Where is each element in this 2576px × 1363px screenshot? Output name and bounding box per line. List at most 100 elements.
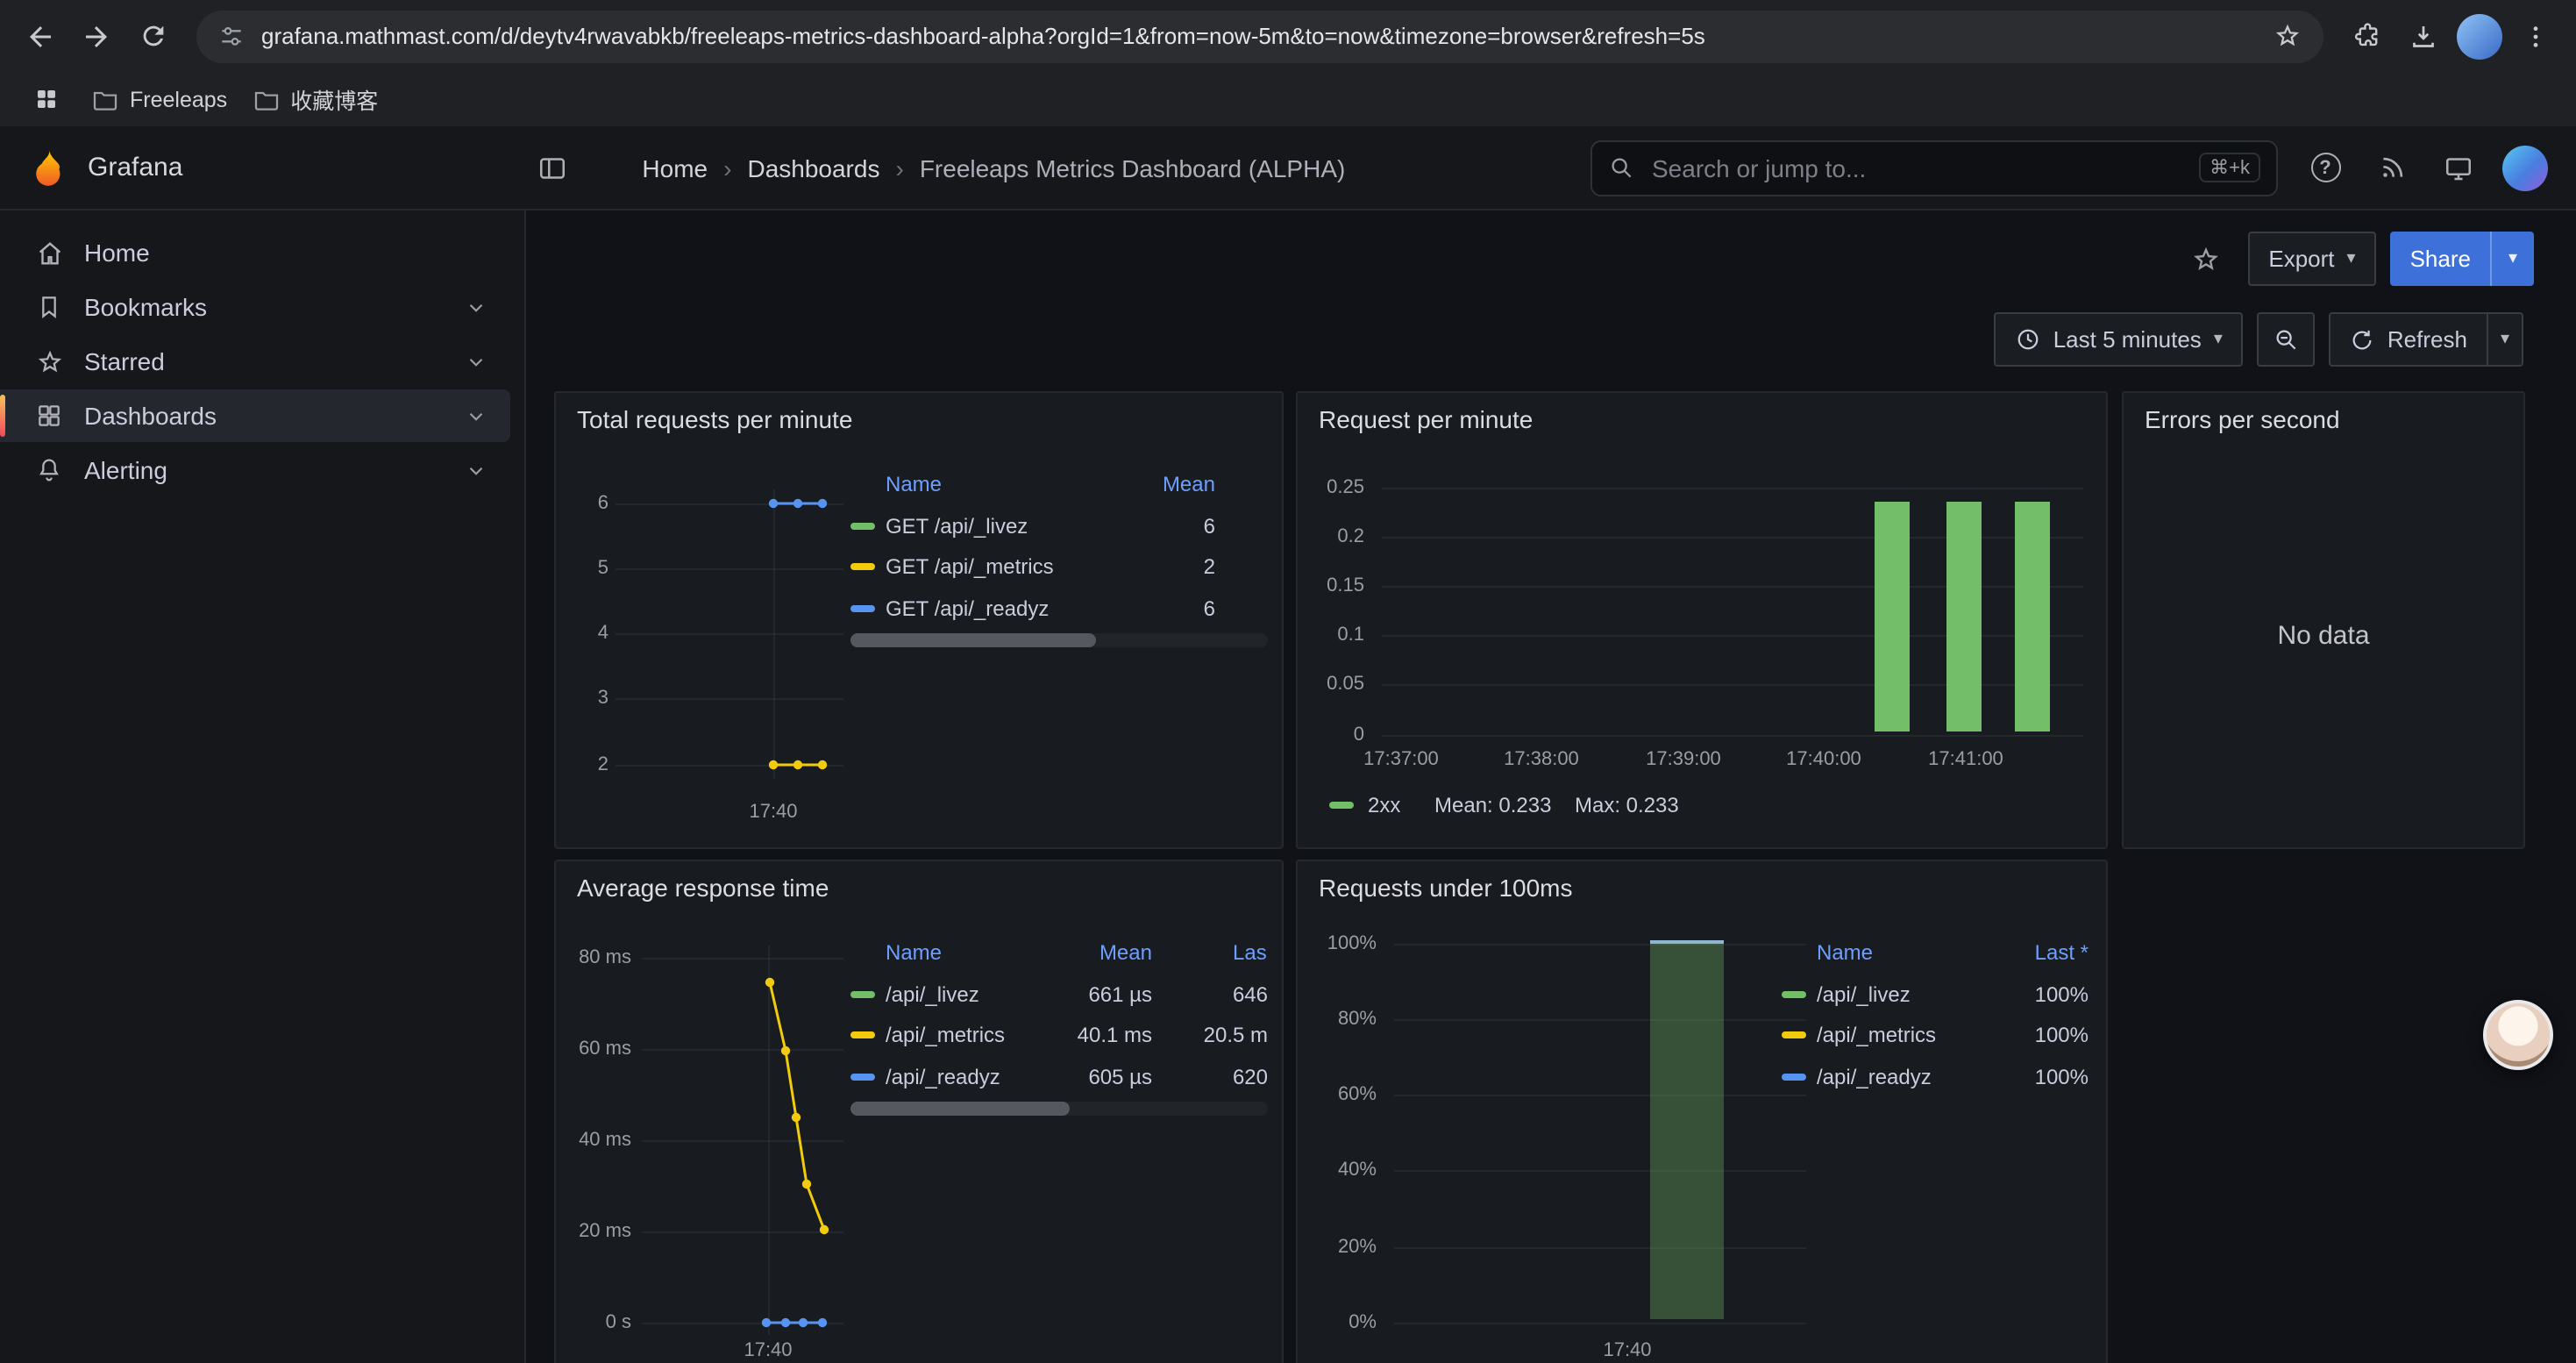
time-range-picker[interactable]: Last 5 minutes ▾	[1993, 312, 2244, 367]
panel-title[interactable]: Average response time	[577, 874, 829, 902]
downloads-button[interactable]	[2397, 10, 2450, 62]
news-button[interactable]	[2366, 141, 2418, 194]
legend-series-name[interactable]: GET /api/_metrics	[886, 554, 1054, 579]
legend-series-name[interactable]: /api/_readyz	[1817, 1065, 1932, 1089]
y-tick: 0.15	[1327, 575, 1364, 596]
chevron-down-icon[interactable]	[465, 350, 487, 373]
sidebar-item-dashboards[interactable]: Dashboards	[0, 389, 510, 442]
panel-title[interactable]: Requests under 100ms	[1319, 874, 1573, 902]
kebab-menu-icon	[2533, 25, 2538, 46]
y-tick: 0 s	[605, 1312, 631, 1333]
legend-series-name[interactable]: /api/_livez	[1817, 982, 1911, 1007]
panel-title[interactable]: Request per minute	[1319, 405, 1534, 433]
url-text: grafana.mathmast.com/d/deytv4rwavabkb/fr…	[261, 23, 1705, 49]
search-bar[interactable]: ⌘+k	[1590, 139, 2278, 196]
bar-2xx	[1875, 501, 1910, 731]
legend-header-last[interactable]: Las	[1233, 940, 1267, 965]
panel-request-per-minute: Request per minute 0.25 0.2 0.15 0.1 0.0…	[1296, 391, 2108, 849]
panel-title[interactable]: Total requests per minute	[577, 405, 853, 433]
refresh-interval-toggle[interactable]: ▾	[2487, 312, 2523, 367]
export-label: Export	[2268, 246, 2335, 272]
legend-header-mean[interactable]: Mean	[1099, 940, 1152, 965]
help-icon: ?	[2310, 153, 2340, 182]
legend-header-last[interactable]: Last *	[2034, 940, 2089, 965]
sidebar-item-alerting[interactable]: Alerting	[0, 444, 510, 496]
legend-mean: Mean: 0.233	[1434, 793, 1552, 817]
legend-series-name[interactable]: GET /api/_readyz	[886, 596, 1050, 621]
back-button[interactable]	[14, 10, 67, 62]
breadcrumb-home[interactable]: Home	[642, 153, 708, 182]
profile-button[interactable]	[2453, 10, 2506, 62]
chevron-down-icon[interactable]	[465, 296, 487, 318]
url-bar[interactable]: grafana.mathmast.com/d/deytv4rwavabkb/fr…	[196, 10, 2323, 62]
browser-menu-button[interactable]	[2509, 10, 2562, 62]
panel-title[interactable]: Errors per second	[2145, 405, 2340, 433]
legend-series-mean: 40.1 ms	[1077, 1023, 1152, 1047]
assistant-avatar[interactable]	[2483, 1000, 2553, 1070]
star-icon	[2193, 246, 2218, 270]
legend-series-name[interactable]: /api/_metrics	[886, 1023, 1006, 1047]
sidebar-item-starred[interactable]: Starred	[0, 335, 510, 388]
profile-avatar	[2457, 13, 2502, 59]
x-tick: 17:38:00	[1504, 749, 1579, 770]
bookmark-folder-blogs[interactable]: 收藏博客	[252, 82, 378, 116]
reload-button[interactable]	[126, 10, 179, 62]
site-settings-icon[interactable]	[217, 22, 246, 50]
legend-series-name[interactable]: 2xx	[1368, 793, 1401, 817]
user-profile-button[interactable]	[2499, 141, 2551, 194]
breadcrumb-dashboards[interactable]: Dashboards	[747, 153, 880, 182]
series-swatch	[850, 1031, 875, 1038]
sidebar-item-home[interactable]: Home	[0, 226, 510, 279]
dashboards-grid-icon	[33, 400, 65, 432]
bookmark-star-icon[interactable]	[2273, 21, 2302, 51]
panel-errors-per-second: Errors per second No data	[2122, 391, 2525, 849]
breadcrumb: Home › Dashboards › Freeleaps Metrics Da…	[642, 153, 1345, 182]
series-swatch	[1329, 802, 1354, 809]
y-tick: 40%	[1337, 1160, 1377, 1181]
legend-series-name[interactable]: /api/_metrics	[1817, 1023, 1937, 1047]
favorite-dashboard-button[interactable]	[2177, 232, 2233, 286]
apps-shortcut-button[interactable]	[25, 78, 67, 120]
legend-series-name[interactable]: GET /api/_livez	[886, 514, 1028, 539]
y-tick: 0.25	[1327, 477, 1364, 498]
chevron-down-icon[interactable]	[465, 459, 487, 482]
export-button[interactable]: Export ▾	[2247, 232, 2377, 286]
scrollbar-thumb[interactable]	[850, 1102, 1070, 1116]
tv-mode-button[interactable]	[2432, 141, 2485, 194]
legend-header-name[interactable]: Name	[886, 940, 943, 965]
legend-header-name[interactable]: Name	[886, 472, 943, 496]
bookmark-folder-freeleaps[interactable]: Freeleaps	[91, 85, 227, 113]
legend-header-mean[interactable]: Mean	[1162, 472, 1215, 496]
legend-header-name[interactable]: Name	[1817, 940, 1874, 965]
legend-series-name[interactable]: /api/_livez	[886, 982, 979, 1007]
zoom-out-button[interactable]	[2257, 312, 2316, 367]
refresh-button[interactable]: Refresh	[2329, 312, 2488, 367]
sidebar-item-bookmarks[interactable]: Bookmarks	[0, 281, 510, 333]
x-tick: 17:40:00	[1786, 749, 1861, 770]
help-button[interactable]: ?	[2299, 141, 2352, 194]
search-icon	[1612, 158, 1632, 178]
mega-menu-toggle[interactable]	[526, 141, 579, 194]
no-data-message: No data	[2277, 621, 2370, 651]
forward-button[interactable]	[70, 10, 123, 62]
arrow-right-icon	[86, 25, 107, 46]
y-tick: 0.1	[1337, 624, 1364, 646]
legend-series-last: 646	[1232, 982, 1268, 1007]
brand-block[interactable]: Grafana	[28, 146, 182, 189]
home-icon	[33, 237, 65, 268]
y-tick: 2	[597, 754, 608, 775]
share-menu-toggle[interactable]: ▾	[2490, 232, 2534, 286]
legend-series-name[interactable]: /api/_readyz	[886, 1065, 1000, 1089]
panel-total-requests-per-minute: Total requests per minute 6 5 4 3 2 17:4…	[554, 391, 1284, 849]
y-tick: 100%	[1327, 933, 1377, 954]
bar-2xx	[2015, 501, 2050, 731]
refresh-icon	[2351, 327, 2375, 352]
share-button[interactable]: Share ▾	[2390, 232, 2534, 286]
scrollbar-thumb[interactable]	[850, 633, 1096, 647]
search-input[interactable]	[1648, 152, 2186, 183]
chevron-down-icon[interactable]	[465, 404, 487, 427]
dashboard-canvas: Export ▾ Share ▾ Last 5 minutes ▾ Refres…	[526, 211, 2576, 1363]
legend-series-mean: 661 µs	[1088, 982, 1152, 1007]
extensions-button[interactable]	[2341, 10, 2394, 62]
star-icon	[33, 346, 65, 377]
